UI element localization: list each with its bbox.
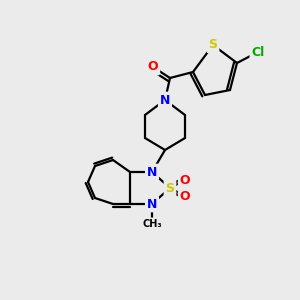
Text: O: O bbox=[180, 173, 190, 187]
Text: CH₃: CH₃ bbox=[142, 219, 162, 229]
Text: O: O bbox=[148, 61, 158, 74]
Text: S: S bbox=[208, 38, 217, 52]
Text: N: N bbox=[147, 197, 157, 211]
Text: N: N bbox=[147, 166, 157, 178]
Text: O: O bbox=[180, 190, 190, 202]
Text: N: N bbox=[160, 94, 170, 106]
Text: S: S bbox=[166, 182, 175, 194]
Text: Cl: Cl bbox=[251, 46, 265, 59]
